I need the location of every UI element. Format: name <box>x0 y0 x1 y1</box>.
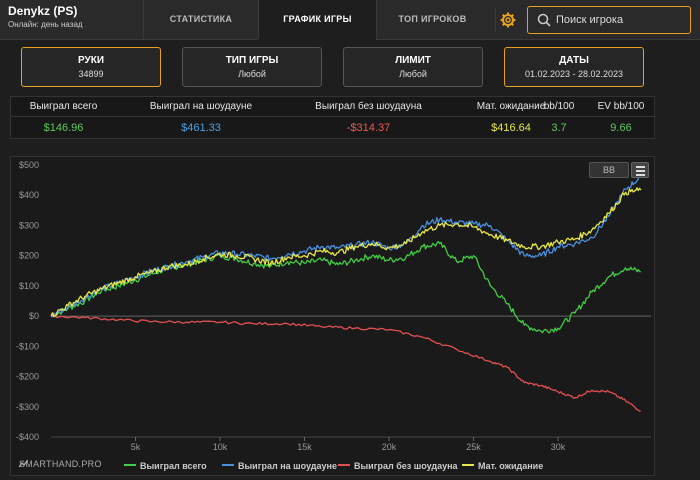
filter-game-type-button[interactable]: ТИП ИГРЫ Любой <box>182 47 322 87</box>
legend-item-total[interactable]: Выиграл всего <box>124 461 207 471</box>
tab-game-chart[interactable]: ГРАФИК ИГРЫ <box>258 0 376 40</box>
stats-header-total: Выиграл всего <box>29 101 98 112</box>
x-tick-label: 20k <box>382 442 397 452</box>
y-tick-label: -$100 <box>16 341 39 351</box>
y-tick-label: $500 <box>19 160 39 170</box>
legend-label: Выиграл всего <box>140 461 207 471</box>
filter-limit-title: ЛИМИТ <box>395 55 431 66</box>
user-info[interactable]: Denykz (PS) Онлайн: день назад <box>8 4 134 36</box>
top-nav: Denykz (PS) Онлайн: день назад СТАТИСТИК… <box>0 0 700 40</box>
stats-value-ev: $416.64 <box>491 122 531 134</box>
filter-hands-title: РУКИ <box>77 55 105 66</box>
legend-item-ev[interactable]: Мат. ожидание <box>462 461 543 471</box>
search-input[interactable] <box>556 10 686 30</box>
hamburger-icon[interactable] <box>631 162 649 178</box>
stats-value-ev-bb100: 9.66 <box>610 122 632 134</box>
y-tick-label: $300 <box>19 220 39 230</box>
legend-label: Выиграл без шоудауна <box>354 461 458 471</box>
legend-item-non-showdown[interactable]: Выиграл без шоудауна <box>338 461 458 471</box>
player-search[interactable] <box>527 6 691 34</box>
filter-limit-value: Любой <box>399 69 427 79</box>
legend-swatch <box>338 464 350 466</box>
username: Denykz (PS) <box>8 4 78 18</box>
winnings-chart: $500 $400 $300 $200 $100 $0 -$100 -$200 -$300 -$4… <box>10 156 655 476</box>
stats-value-bb100: 3.7 <box>551 122 567 134</box>
chart-svg: $500 $400 $300 $200 $100 $0 -$100 -$200 -$300 -$4… <box>16 160 651 452</box>
filter-hands-value: 34899 <box>78 69 104 79</box>
series-line <box>50 187 642 318</box>
brand-chart-icon <box>19 459 28 468</box>
y-tick-label: -$200 <box>16 372 39 382</box>
tab-top-players[interactable]: ТОП ИГРОКОВ <box>376 0 488 40</box>
x-tick-label: 15k <box>297 442 312 452</box>
y-tick-label: $0 <box>29 311 39 321</box>
y-tick-label: $400 <box>19 190 39 200</box>
stats-header-non-showdown: Выиграл без шоудауна <box>315 101 422 112</box>
stats-table: Выиграл всего Выиграл на шоудауне Выигра… <box>10 96 655 139</box>
stats-header-bb100: bb/100 <box>543 101 575 112</box>
filter-dates-value: 01.02.2023 - 28.02.2023 <box>524 69 624 79</box>
y-tick-label: $100 <box>19 281 39 291</box>
x-tick-label: 10k <box>213 442 228 452</box>
legend-swatch <box>222 464 234 466</box>
stats-header-showdown: Выиграл на шоудауне <box>149 101 253 112</box>
stats-value-row: $146.96 $461.33 -$314.37 $416.64 3.7 9.6… <box>11 118 654 138</box>
filter-game-type-title: ТИП ИГРЫ <box>225 55 279 66</box>
series-line <box>50 314 641 412</box>
series-line <box>50 174 642 318</box>
filter-dates-button[interactable]: ДАТЫ 01.02.2023 - 28.02.2023 <box>504 47 644 87</box>
bb-toggle-button[interactable]: BB <box>589 162 629 178</box>
x-tick-label: 30k <box>551 442 566 452</box>
x-tick-label: 5k <box>131 442 141 452</box>
stats-value-showdown: $461.33 <box>181 122 221 134</box>
gear-icon[interactable] <box>495 8 519 32</box>
filter-game-type-value: Любой <box>238 69 266 79</box>
filter-hands-button[interactable]: РУКИ 34899 <box>21 47 161 87</box>
legend-swatch <box>462 464 474 466</box>
y-tick-label: -$300 <box>16 402 39 412</box>
stats-value-total: $146.96 <box>43 122 84 134</box>
user-status: Онлайн: день назад <box>8 20 83 29</box>
stats-value-non-showdown: -$314.37 <box>346 122 391 134</box>
legend-label: Выиграл на шоудауне <box>238 461 337 471</box>
tab-statistics[interactable]: СТАТИСТИКА <box>143 0 258 40</box>
series-line <box>50 240 641 334</box>
brand-logo: SMARTHAND.PRO <box>19 459 102 469</box>
stats-header-row: Выиграл всего Выиграл на шоудауне Выигра… <box>11 97 654 117</box>
legend-swatch <box>124 464 136 466</box>
brand-text: SMARTHAND.PRO <box>19 459 102 469</box>
y-tick-label: $200 <box>19 251 39 261</box>
legend-label: Мат. ожидание <box>478 461 544 471</box>
y-tick-label: -$400 <box>16 432 39 442</box>
x-tick-label: 25k <box>466 442 481 452</box>
stats-header-ev: Мат. ожидание <box>476 101 546 112</box>
search-icon <box>537 13 551 27</box>
filter-dates-title: ДАТЫ <box>559 55 589 66</box>
legend-item-showdown[interactable]: Выиграл на шоудауне <box>222 461 337 471</box>
stats-header-ev-bb100: EV bb/100 <box>597 101 645 112</box>
filter-limit-button[interactable]: ЛИМИТ Любой <box>343 47 483 87</box>
